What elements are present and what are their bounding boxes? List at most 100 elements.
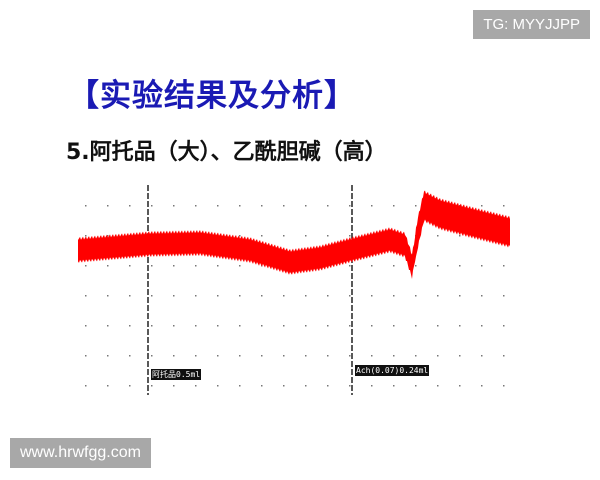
grid-dot [459, 235, 461, 237]
grid-dot [393, 295, 395, 297]
grid-dot [129, 205, 131, 207]
grid-dot [393, 325, 395, 327]
grid-dot [107, 355, 109, 357]
grid-dot [349, 265, 351, 267]
grid-dot [481, 355, 483, 357]
grid-dot [327, 235, 329, 237]
grid-dot [85, 325, 87, 327]
watermark-bottom: www.hrwfgg.com [10, 438, 151, 468]
grid-dot [173, 355, 175, 357]
slide-subtitle: 5.阿托品（大）、乙酰胆碱（高） [66, 140, 387, 165]
grid-dot [349, 295, 351, 297]
grid-dot [283, 295, 285, 297]
grid-dot [415, 265, 417, 267]
grid-dot [327, 205, 329, 207]
grid-dot [393, 355, 395, 357]
grid-dot [327, 295, 329, 297]
grid-dot [107, 235, 109, 237]
grid-dot [195, 385, 197, 387]
grid-dot [217, 325, 219, 327]
grid-dot [261, 355, 263, 357]
grid-dot [151, 325, 153, 327]
grid-dot [349, 325, 351, 327]
grid-dot [239, 235, 241, 237]
grid-dot [481, 295, 483, 297]
grid-dot [371, 295, 373, 297]
grid-dot [349, 205, 351, 207]
grid-dot [85, 235, 87, 237]
grid-dot [129, 295, 131, 297]
grid-dot [217, 205, 219, 207]
grid-dot [283, 235, 285, 237]
grid-dot [239, 205, 241, 207]
grid-dot [305, 205, 307, 207]
grid-dot [261, 385, 263, 387]
grid-dot [481, 325, 483, 327]
grid-dot [217, 295, 219, 297]
grid-dot [129, 265, 131, 267]
grid-dot [129, 325, 131, 327]
slide-title: 【实验结果及分析】 [68, 78, 356, 114]
grid-dot [393, 385, 395, 387]
grid-dot [349, 385, 351, 387]
grid-dot [195, 295, 197, 297]
grid-dot [217, 385, 219, 387]
grid-dot [437, 385, 439, 387]
grid-dot [371, 265, 373, 267]
grid-dot [173, 385, 175, 387]
grid-dot [503, 265, 505, 267]
grid-dot [437, 235, 439, 237]
grid-dot [459, 295, 461, 297]
grid-dot [261, 205, 263, 207]
grid-dot [239, 325, 241, 327]
grid-dot [371, 325, 373, 327]
grid-dot [85, 355, 87, 357]
grid-dot [437, 325, 439, 327]
grid-dot [195, 325, 197, 327]
grid-dot [437, 265, 439, 267]
grid-dot [261, 325, 263, 327]
grid-dot [129, 355, 131, 357]
watermark-top: TG: MYYJJPP [473, 10, 590, 39]
grid-dot [173, 325, 175, 327]
grid-dot [305, 235, 307, 237]
grid-dot [195, 355, 197, 357]
grid-dot [305, 295, 307, 297]
grid-dot [349, 235, 351, 237]
grid-dot [151, 355, 153, 357]
grid-dot [327, 325, 329, 327]
grid-dot [261, 235, 263, 237]
grid-dot [195, 205, 197, 207]
grid-dot [173, 205, 175, 207]
grid-dot [481, 385, 483, 387]
grid-dot [371, 385, 373, 387]
grid-dot [415, 385, 417, 387]
grid-dot [217, 265, 219, 267]
grid-dot [217, 355, 219, 357]
grid-dot [415, 205, 417, 207]
grid-dot [459, 325, 461, 327]
grid-dot [393, 205, 395, 207]
grid-dot [305, 385, 307, 387]
grid-dot [239, 355, 241, 357]
grid-dot [85, 205, 87, 207]
grid-dot [503, 205, 505, 207]
grid-dot [239, 385, 241, 387]
grid-dot [481, 265, 483, 267]
grid-dot [415, 355, 417, 357]
grid-dot [415, 295, 417, 297]
grid-dot [503, 385, 505, 387]
grid-dot [107, 295, 109, 297]
marker-label-ach: Ach(0.07)0.24ml [355, 365, 430, 376]
grid-dot [85, 295, 87, 297]
grid-dot [129, 385, 131, 387]
grid-dot [239, 265, 241, 267]
grid-dot [327, 355, 329, 357]
grid-dot [437, 355, 439, 357]
grid-dot [151, 205, 153, 207]
grid-dot [459, 355, 461, 357]
grid-dot [481, 205, 483, 207]
grid-dot [459, 265, 461, 267]
grid-dot [503, 355, 505, 357]
grid-dot [305, 355, 307, 357]
